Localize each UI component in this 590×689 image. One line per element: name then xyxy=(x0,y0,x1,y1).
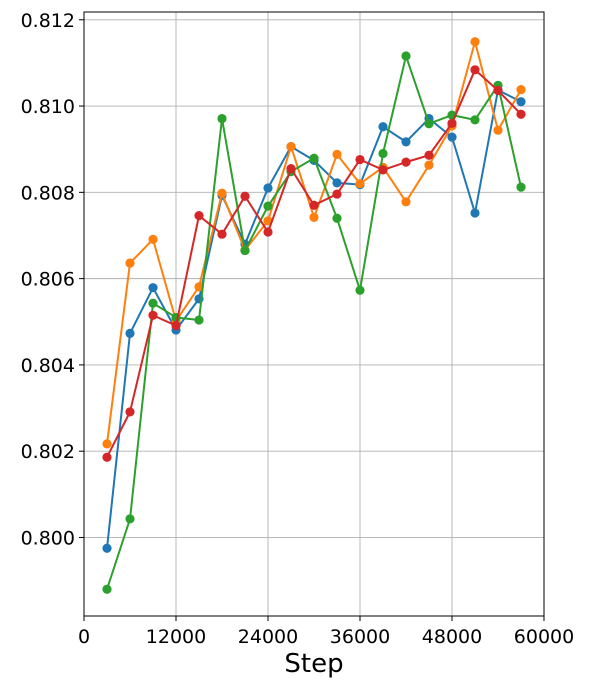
series-line xyxy=(106,40,522,444)
data-point xyxy=(309,153,319,163)
data-point xyxy=(102,439,112,449)
data-point xyxy=(470,37,480,47)
data-point xyxy=(470,65,480,75)
data-point xyxy=(286,142,296,152)
y-tick-label: 0.804 xyxy=(21,355,75,377)
x-tick-label: 0 xyxy=(78,626,90,648)
y-tick-label: 0.812 xyxy=(21,10,75,32)
data-point xyxy=(102,584,112,594)
x-axis-title: Step xyxy=(284,649,343,679)
data-point xyxy=(470,115,480,125)
data-point xyxy=(332,149,342,159)
series-line xyxy=(106,68,522,458)
data-point xyxy=(424,150,434,160)
data-point xyxy=(401,157,411,167)
data-point xyxy=(194,282,204,292)
data-point xyxy=(125,328,135,339)
data-point xyxy=(424,160,434,170)
data-point xyxy=(217,229,227,239)
series-4 xyxy=(102,65,526,462)
data-point xyxy=(125,258,135,268)
data-point xyxy=(309,200,319,210)
y-tick-label: 0.806 xyxy=(21,269,75,291)
data-point xyxy=(286,164,296,174)
data-point xyxy=(470,208,480,218)
data-point xyxy=(102,452,112,462)
data-point xyxy=(309,212,319,222)
data-point xyxy=(378,122,388,132)
data-point xyxy=(516,85,526,95)
data-point xyxy=(447,118,457,128)
data-point xyxy=(148,283,158,293)
data-point xyxy=(171,321,181,331)
data-point xyxy=(194,315,204,325)
data-point xyxy=(240,245,250,256)
x-tick-label: 12000 xyxy=(146,626,206,648)
data-point xyxy=(194,211,204,221)
data-point xyxy=(217,188,227,198)
data-point xyxy=(401,137,411,147)
x-tick-label: 60000 xyxy=(514,626,574,648)
data-point xyxy=(263,201,273,211)
data-point xyxy=(125,407,135,417)
data-point xyxy=(263,183,273,193)
data-point xyxy=(355,179,365,189)
x-tick-label: 36000 xyxy=(330,626,390,648)
data-point xyxy=(125,514,135,524)
x-axis: 0 12000 24000 36000 48000 60000 xyxy=(78,616,574,648)
data-point xyxy=(378,148,388,159)
data-point xyxy=(148,310,158,320)
y-tick-label: 0.800 xyxy=(21,527,75,549)
series-layer xyxy=(102,37,526,594)
data-point xyxy=(516,97,526,107)
plot-frame xyxy=(83,11,545,617)
x-tick-label: 48000 xyxy=(422,626,482,648)
data-point xyxy=(355,154,365,165)
y-tick-label: 0.808 xyxy=(21,182,75,204)
data-point xyxy=(263,227,273,237)
data-point xyxy=(401,197,411,207)
plot-border xyxy=(83,11,545,617)
data-point xyxy=(493,125,503,135)
data-point xyxy=(424,119,434,129)
data-point xyxy=(217,113,227,124)
data-point xyxy=(332,178,342,188)
data-point xyxy=(355,285,365,295)
data-point xyxy=(240,191,250,201)
data-point xyxy=(401,51,411,61)
data-point xyxy=(516,109,526,119)
data-point xyxy=(332,213,342,223)
series-3 xyxy=(102,51,526,594)
data-point xyxy=(516,182,526,192)
y-axis: 0.800 0.802 0.804 0.806 0.808 0.810 0.812 xyxy=(21,10,84,549)
data-point xyxy=(378,165,388,175)
data-point xyxy=(148,298,158,308)
y-tick-label: 0.810 xyxy=(21,96,75,118)
y-tick-label: 0.802 xyxy=(21,441,75,463)
data-point xyxy=(148,234,158,244)
x-tick-label: 24000 xyxy=(238,626,298,648)
data-point xyxy=(447,132,457,142)
data-point xyxy=(332,189,342,199)
data-point xyxy=(102,543,112,553)
data-point xyxy=(493,85,503,96)
